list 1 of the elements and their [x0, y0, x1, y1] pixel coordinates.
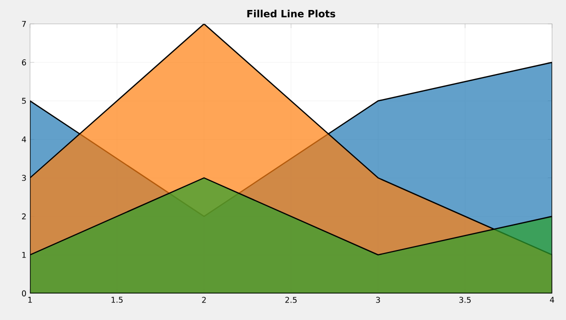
- chart-title: Filled Line Plots: [247, 10, 336, 18]
